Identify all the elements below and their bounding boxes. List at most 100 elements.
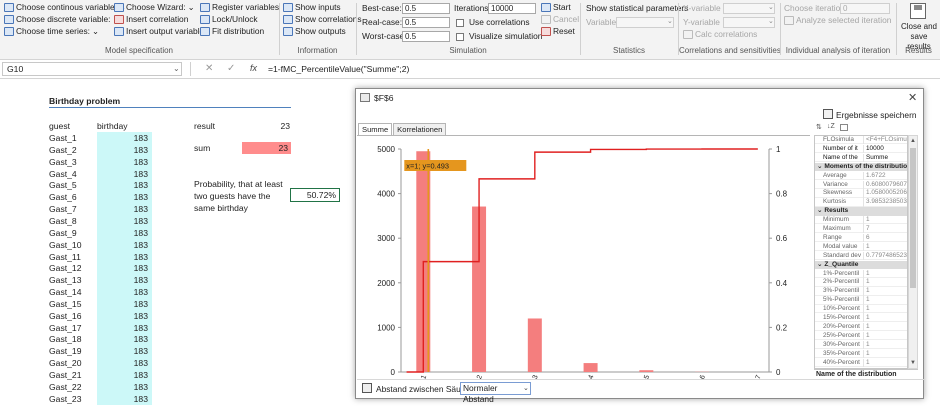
guest-name-cell[interactable]: Gast_2 xyxy=(49,144,77,155)
variable-select[interactable] xyxy=(616,17,674,28)
property-row[interactable]: Name of the Summe xyxy=(815,153,907,163)
birthday-cell[interactable]: 183 xyxy=(97,309,152,322)
scroll-down-icon[interactable]: ▼ xyxy=(910,360,916,366)
bar-spacing-select[interactable]: Normaler Abstand xyxy=(460,382,531,404)
choose-wizard-button[interactable]: Choose Wizard: ⌄ xyxy=(114,2,195,13)
property-row[interactable]: Maximum 7 xyxy=(815,225,907,234)
property-row[interactable]: Skewness 1.05800052065 xyxy=(815,189,907,198)
guest-name-cell[interactable]: Gast_22 xyxy=(49,381,82,392)
chart-type-icon[interactable] xyxy=(362,383,372,393)
property-row[interactable]: Range 6 xyxy=(815,233,907,243)
birthday-cell[interactable]: 183 xyxy=(97,132,152,144)
property-row[interactable]: 25%-Percent 1 xyxy=(815,331,907,341)
guest-name-cell[interactable]: Gast_10 xyxy=(49,239,82,250)
guest-name-cell[interactable]: Gast_18 xyxy=(49,334,82,345)
result-value[interactable]: 23 xyxy=(280,121,290,131)
property-row[interactable]: 5%-Percentil 1 xyxy=(815,296,907,305)
guest-name-cell[interactable]: Gast_14 xyxy=(49,287,82,298)
birthday-cell[interactable]: 183 xyxy=(97,155,152,168)
guest-name-cell[interactable]: Gast_23 xyxy=(49,393,82,404)
cancel-button[interactable]: Cancel xyxy=(541,14,579,25)
guest-name-cell[interactable]: Gast_3 xyxy=(49,156,77,167)
property-row[interactable]: Variance 0.60800796079 xyxy=(815,180,907,189)
choose-continuous-variable-button[interactable]: Choose continous variable:⌄ xyxy=(4,2,126,13)
close-icon[interactable]: ✕ xyxy=(908,92,918,104)
cancel-edit-icon[interactable]: ✕ xyxy=(205,63,214,74)
guest-name-cell[interactable]: Gast_17 xyxy=(49,322,82,333)
property-row[interactable]: Standard dev 0.77974865232 xyxy=(815,251,907,261)
lock-unlock-button[interactable]: Lock/Unlock xyxy=(200,14,258,25)
birthday-cell[interactable]: 183 xyxy=(97,286,152,299)
birthday-cell[interactable]: 183 xyxy=(97,238,152,251)
birthday-cell[interactable]: 183 xyxy=(97,179,152,192)
guest-name-cell[interactable]: Gast_11 xyxy=(49,251,81,262)
guest-name-cell[interactable]: Gast_15 xyxy=(49,298,82,309)
scrollbar[interactable]: ▲ ▼ xyxy=(908,135,918,369)
show-inputs-button[interactable]: Show inputs xyxy=(283,2,341,13)
birthday-cell[interactable]: 183 xyxy=(97,297,152,310)
guest-name-cell[interactable]: Gast_13 xyxy=(49,275,82,286)
property-pages-icon[interactable] xyxy=(840,124,848,131)
worst-case-field[interactable]: 0.5 xyxy=(402,31,450,42)
visualize-simulation-checkbox[interactable]: Visualize simulation xyxy=(456,31,542,42)
start-button[interactable]: Start xyxy=(541,2,571,13)
guest-name-cell[interactable]: Gast_6 xyxy=(49,192,77,203)
birthday-cell[interactable]: 183 xyxy=(97,250,152,263)
collapse-icon[interactable]: ⌄ xyxy=(817,162,825,170)
tab-summe[interactable]: Summe xyxy=(358,123,393,135)
property-row[interactable]: Kurtosis 3.98532385038 xyxy=(815,198,907,207)
property-category[interactable]: ⌄ Z_Quantile xyxy=(815,260,907,269)
guest-name-cell[interactable]: Gast_7 xyxy=(49,204,77,215)
scrollbar-thumb[interactable] xyxy=(910,148,916,288)
property-category[interactable]: ⌄ Results xyxy=(815,207,907,216)
property-category[interactable]: ⌄ Moments of the distribution xyxy=(815,162,907,172)
property-row[interactable]: 30%-Percent 1 xyxy=(815,340,907,350)
property-row[interactable]: 15%-Percent 1 xyxy=(815,314,907,323)
birthday-cell[interactable]: 183 xyxy=(97,262,152,275)
analyze-selected-iteration-button[interactable]: Analyze selected iteration xyxy=(784,15,891,26)
formula-input[interactable]: =1-fMC_PercentileValue("Summe";2) xyxy=(268,64,410,74)
property-row[interactable]: 35%-Percent 1 xyxy=(815,349,907,358)
best-case-field[interactable]: 0.5 xyxy=(402,3,450,14)
property-row[interactable]: 2%-Percentil 1 xyxy=(815,278,907,287)
confirm-edit-icon[interactable]: ✓ xyxy=(227,63,236,74)
guest-name-cell[interactable]: Gast_8 xyxy=(49,215,77,226)
name-box[interactable]: G10 xyxy=(2,62,182,76)
property-row[interactable]: 20%-Percent 1 xyxy=(815,322,907,332)
birthday-cell[interactable]: 183 xyxy=(97,321,152,334)
calc-correlations-button[interactable]: Calc correlations xyxy=(683,29,757,40)
show-outputs-button[interactable]: Show outputs xyxy=(283,26,346,37)
save-results-button[interactable]: Ergebnisse speichern xyxy=(836,110,917,120)
guest-name-cell[interactable]: Gast_16 xyxy=(49,310,82,321)
birthday-cell[interactable]: 183 xyxy=(97,357,152,370)
close-and-save-results-button[interactable]: Close and save results xyxy=(900,22,938,51)
property-row[interactable]: FLOsimula <F4+FLOsimula xyxy=(815,136,907,145)
iterations-field[interactable]: 10000 xyxy=(488,3,536,14)
property-row[interactable]: 40%-Percent 1 xyxy=(815,358,907,367)
show-correlations-button[interactable]: Show correlations xyxy=(283,14,362,25)
birthday-cell[interactable]: 183 xyxy=(97,226,152,239)
collapse-icon[interactable]: ⌄ xyxy=(817,207,825,215)
birthday-cell[interactable]: 183 xyxy=(97,380,152,393)
birthday-cell[interactable]: 183 xyxy=(97,143,152,156)
property-row[interactable]: Average 1.6722 xyxy=(815,171,907,180)
property-row[interactable]: Modal value 1 xyxy=(815,242,907,252)
property-row[interactable]: 3%-Percentil 1 xyxy=(815,287,907,296)
alphabetical-icon[interactable]: ↓Z xyxy=(827,123,835,130)
birthday-cell[interactable]: 183 xyxy=(97,345,152,358)
fit-distribution-button[interactable]: Fit distribution xyxy=(200,26,264,37)
insert-correlation-button[interactable]: Insert correlation xyxy=(114,14,188,25)
probability-value-cell[interactable]: 50.72% xyxy=(290,188,340,202)
guest-name-cell[interactable]: Gast_5 xyxy=(49,180,77,191)
birthday-cell[interactable]: 183 xyxy=(97,392,152,405)
guest-name-cell[interactable]: Gast_1 xyxy=(49,133,77,143)
insert-output-variable-button[interactable]: Insert output variable xyxy=(114,26,204,37)
choose-time-series-button[interactable]: Choose time series: ⌄ xyxy=(4,26,99,37)
sort-icon[interactable]: ⇅ xyxy=(816,124,822,131)
birthday-cell[interactable]: 183 xyxy=(97,214,152,227)
birthday-cell[interactable]: 183 xyxy=(97,274,152,287)
tab-korrelationen[interactable]: Korrelationen xyxy=(393,123,447,135)
property-row[interactable]: Minimum 1 xyxy=(815,216,907,225)
birthday-cell[interactable]: 183 xyxy=(97,333,152,346)
sum-value[interactable]: 23 xyxy=(242,142,291,154)
